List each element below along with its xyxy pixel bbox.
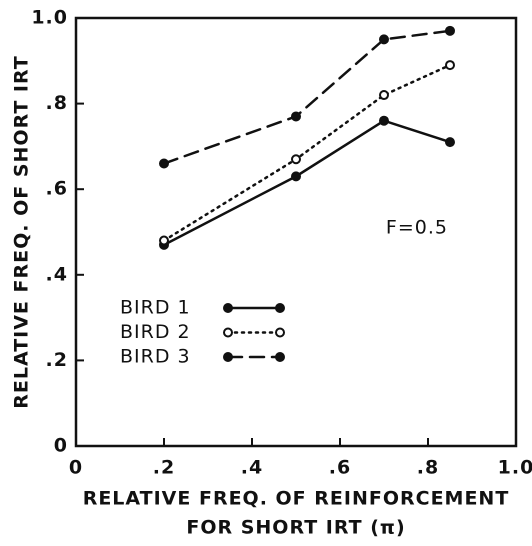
- marker: [379, 115, 389, 126]
- annotation: F=0.5: [386, 217, 448, 239]
- marker: [291, 111, 301, 122]
- marker: [445, 137, 455, 148]
- marker: [159, 158, 169, 169]
- y-tick-label: .6: [46, 178, 68, 200]
- marker: [379, 34, 389, 45]
- legend-marker: [275, 303, 285, 313]
- legend-label: BIRD 3: [120, 346, 191, 368]
- x-tick-label: .4: [241, 457, 263, 479]
- legend-label: BIRD 1: [120, 297, 191, 319]
- x-tick-label: .6: [329, 457, 351, 479]
- y-tick-label: 1.0: [31, 7, 68, 29]
- legend-marker: [223, 327, 233, 338]
- legend-marker: [275, 327, 285, 338]
- legend-marker: [223, 352, 233, 362]
- x-tick-label: 1.0: [498, 457, 532, 479]
- series-line: [162, 29, 452, 165]
- legend-label: BIRD 2: [120, 321, 191, 343]
- series-line: [162, 63, 452, 242]
- plot-frame: [74, 16, 518, 448]
- y-tick-label: 0: [54, 435, 68, 457]
- marker: [159, 235, 169, 246]
- legend-marker: [223, 303, 233, 313]
- marker: [379, 90, 389, 101]
- y-tick-label: .2: [46, 349, 68, 371]
- y-tick-label: .8: [46, 92, 68, 114]
- marker: [445, 60, 455, 71]
- x-tick-label: .2: [153, 457, 175, 479]
- marker: [291, 171, 301, 182]
- legend-marker: [275, 352, 285, 362]
- x-tick-label: 0: [69, 457, 83, 479]
- x-axis-label: RELATIVE FREQ. OF REINFORCEMENT: [83, 488, 510, 510]
- x-axis-label: FOR SHORT IRT (π): [186, 517, 405, 539]
- marker: [291, 154, 301, 165]
- y-axis-label: RELATIVE FREQ. OF SHORT IRT: [11, 55, 33, 409]
- series-line: [162, 119, 452, 247]
- y-tick-label: .4: [46, 263, 68, 285]
- marker: [445, 25, 455, 36]
- x-tick-label: .8: [417, 457, 439, 479]
